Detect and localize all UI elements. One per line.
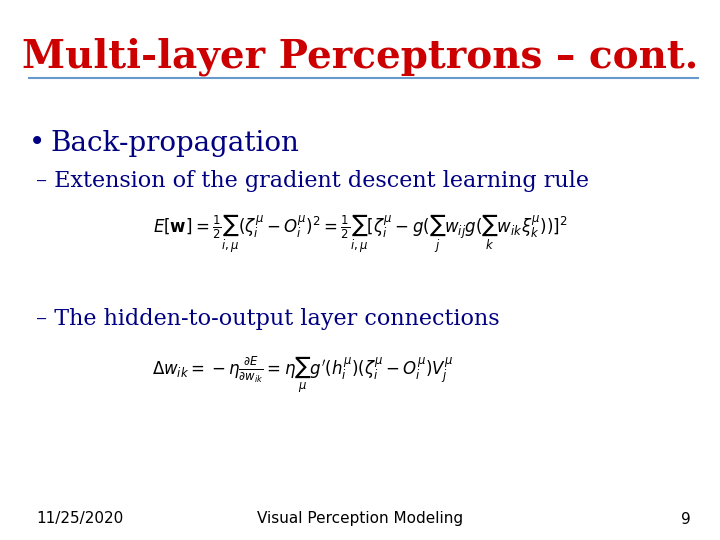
Text: $\Delta w_{ik} = -\eta \frac{\partial E}{\partial w_{ik}} = \eta \sum_{\mu} g^{\: $\Delta w_{ik} = -\eta \frac{\partial E}… bbox=[152, 355, 453, 395]
Text: Visual Perception Modeling: Visual Perception Modeling bbox=[257, 511, 463, 526]
Text: Back-propagation: Back-propagation bbox=[50, 130, 300, 157]
Text: – The hidden-to-output layer connections: – The hidden-to-output layer connections bbox=[36, 308, 500, 330]
Text: 9: 9 bbox=[681, 511, 691, 526]
Text: •: • bbox=[29, 130, 45, 157]
Text: $E[\mathbf{w}] = \frac{1}{2}\sum_{i,\mu}(\zeta_i^{\mu} - O_i^{\mu})^2 = \frac{1}: $E[\mathbf{w}] = \frac{1}{2}\sum_{i,\mu}… bbox=[153, 213, 567, 256]
Text: – Extension of the gradient descent learning rule: – Extension of the gradient descent lear… bbox=[36, 170, 589, 192]
Text: 11/25/2020: 11/25/2020 bbox=[36, 511, 123, 526]
Text: Multi-layer Perceptrons – cont.: Multi-layer Perceptrons – cont. bbox=[22, 38, 698, 76]
